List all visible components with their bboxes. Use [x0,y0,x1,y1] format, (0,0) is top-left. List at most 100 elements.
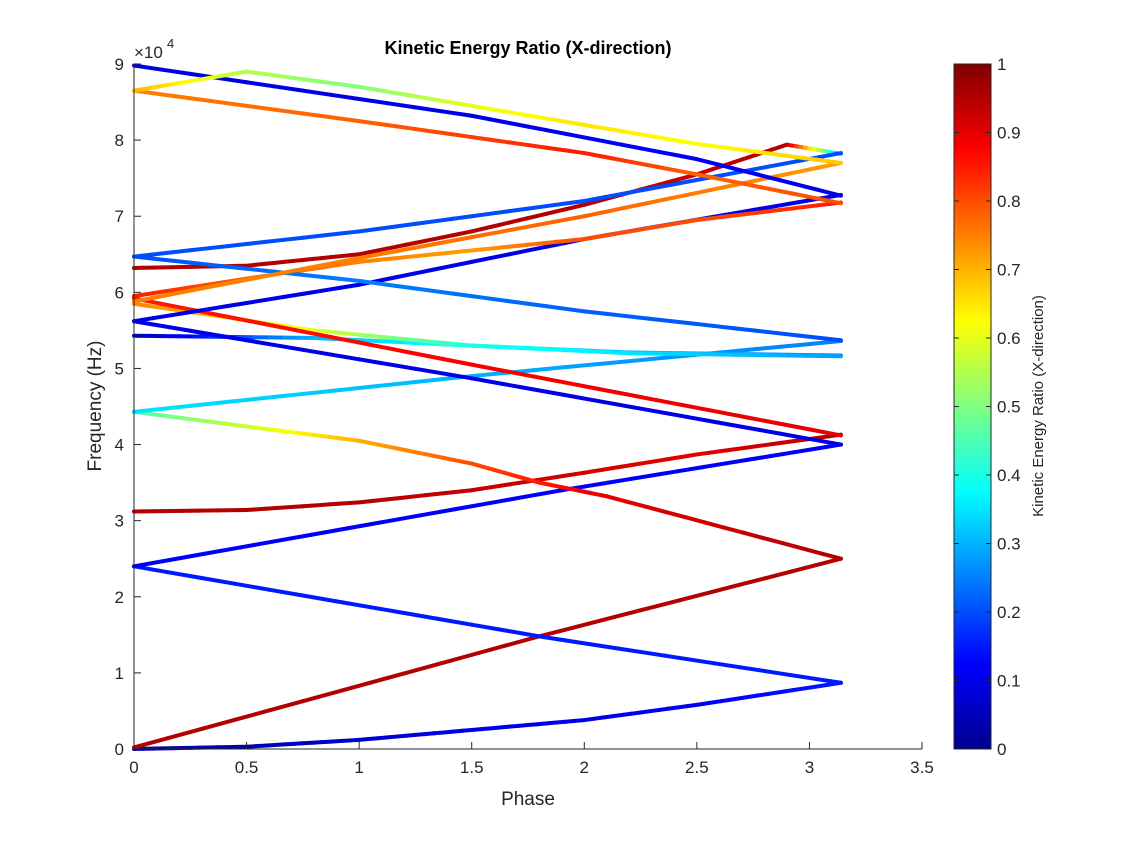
series-segment [188,96,212,103]
series-segment [469,622,508,633]
series-segment [503,634,542,648]
series-segment [817,151,843,160]
series-segment [742,182,759,189]
series-segment [738,665,768,674]
series-segment [601,139,624,147]
series-segment [814,682,831,689]
series-segment [738,576,768,587]
series-segment [188,328,221,338]
series-segment [563,306,587,314]
series-segment [167,551,208,562]
series-segment [732,207,758,216]
colorbar-gradient [953,63,992,750]
series-segment [413,267,437,276]
series-segment [808,437,843,447]
series-segment [207,262,230,269]
colorbar-tick-label: 0 [997,740,1006,759]
y-tick-label: 8 [115,131,124,150]
series-segment [646,196,672,205]
series-segment [730,695,747,702]
series-segment [216,397,249,405]
y-tick-label: 5 [115,359,124,378]
series-segment [319,114,343,121]
series-segment [272,324,305,334]
x-ticks: 0 0.5 1 1.5 2 2.5 3 3.5 [129,742,934,777]
colorbar-ticks: 0 0.1 0.2 0.3 0.4 0.5 0.6 0.7 0.8 0.9 1 [954,55,1021,759]
series-segment [375,224,399,231]
series-segment [676,465,704,474]
y-tick-label: 9 [115,55,124,74]
series-segment [244,80,277,89]
series-segment [531,365,567,373]
series-segment [300,347,333,357]
series-segment [778,189,795,196]
series-segment [225,242,249,249]
series-segment [746,344,782,352]
series-segment [469,113,493,122]
series-segment [544,240,568,249]
series-segment [225,277,249,286]
series-segment [685,414,720,425]
series-segment [667,319,694,326]
series-segment [778,206,795,212]
series-segment [160,67,193,76]
x-tick-label: 0.5 [235,758,259,777]
series-segment [368,605,407,616]
series-segment [657,149,681,158]
series-band-5 [132,432,843,514]
series-segment [777,341,813,349]
series-segment [718,163,735,171]
series-segment [244,103,268,111]
series-segment [413,377,446,385]
series-segment [132,63,165,72]
series-band-3 [132,564,843,685]
series-segment [404,340,422,346]
series-segment [625,314,651,321]
series-segment [742,693,759,700]
series-segment [413,366,446,376]
series-segment [188,307,212,315]
x-tick-label: 2 [580,758,589,777]
series-segment [300,263,324,271]
series-segment [488,296,512,304]
series-segment [375,249,399,257]
colorbar-tick-label: 0.7 [997,261,1021,280]
series-segment [802,203,819,209]
series-segment [802,156,819,162]
series-segment [244,239,268,247]
series-segment [385,101,418,110]
series-segment [507,120,530,129]
series-segment [777,421,813,432]
series-segment [778,439,795,445]
series-segment [646,316,672,324]
series-segment [357,252,380,261]
colorbar-tick-label: 0.8 [997,192,1021,211]
series-segment [469,231,493,240]
series-segment [730,212,747,218]
series-segment [718,447,735,454]
series-segment [582,309,608,316]
series-segment [562,380,597,391]
series-segment [132,316,155,324]
series-segment [375,281,399,288]
colorbar-tick-label: 0.2 [997,603,1021,622]
series-segment [685,403,720,414]
colorbar-tick-label: 1 [997,55,1006,74]
series-segment [574,348,592,354]
series-segment [652,469,681,477]
series-segment [300,388,333,396]
series-segment [267,699,305,713]
series-segment [233,708,272,722]
series-segment [766,186,783,194]
series-layer [132,63,843,751]
y-tick-label: 0 [115,740,124,759]
series-segment [788,563,818,574]
series-segment [357,119,380,126]
series-segment [469,211,493,219]
series-segment [817,335,843,343]
series-segment [132,252,155,259]
colorbar-tick-label: 0.1 [997,672,1021,691]
series-segment [338,330,356,337]
series-segment [300,111,324,119]
